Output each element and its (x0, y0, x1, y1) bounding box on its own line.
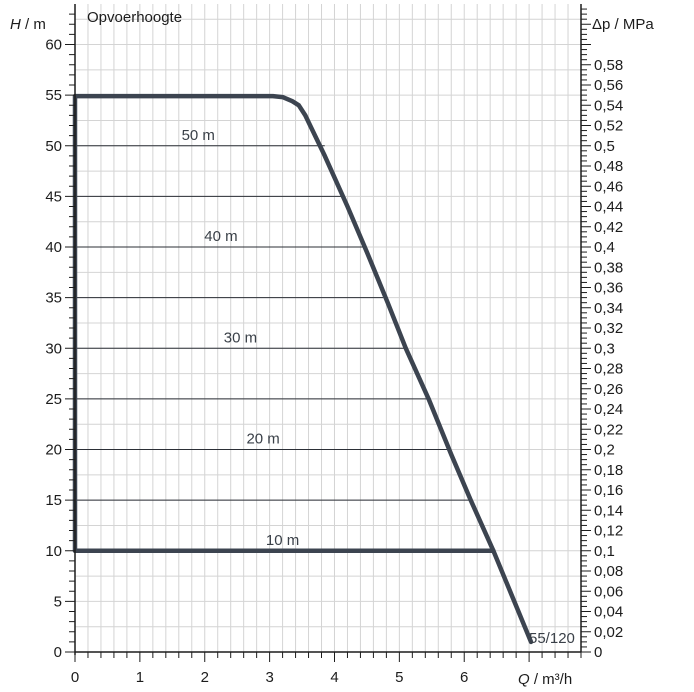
y2-tick-label: 0,34 (594, 300, 623, 317)
y2-tick-label: 0,2 (594, 442, 615, 459)
x-tick-label: 3 (265, 669, 273, 686)
grid (74, 4, 582, 653)
limit-line-label: 40 m (204, 228, 237, 245)
y2-tick-label: 0,16 (594, 482, 623, 499)
y2-tick-label: 0,44 (594, 199, 623, 216)
y-tick-label: 0 (54, 644, 62, 661)
y2-tick-label: 0,12 (594, 523, 623, 540)
y2-tick-label: 0,04 (594, 604, 623, 621)
y2-tick-label: 0,22 (594, 421, 623, 438)
y2-tick-label: 0,02 (594, 624, 623, 641)
limit-line-label: 20 m (246, 431, 279, 448)
y2-tick-label: 0,08 (594, 563, 623, 580)
x-tick-label: 1 (136, 669, 144, 686)
pump-curve (72, 93, 534, 645)
y2-tick-label: 0,46 (594, 178, 623, 195)
y2-tick-label: 0,06 (594, 583, 623, 600)
y2-tick-label: 0,24 (594, 401, 623, 418)
x-axis-symbol: Q (518, 671, 530, 688)
y-axis-title: H / m (10, 16, 46, 33)
x-tick-label: 6 (460, 669, 468, 686)
y2-tick-label: 0,26 (594, 381, 623, 398)
y-tick-label: 15 (45, 492, 62, 509)
y2-tick-label: 0,28 (594, 361, 623, 378)
x-axis-title: Q / m³/h (518, 671, 572, 688)
y2-tick-label: 0,54 (594, 97, 623, 114)
limit-line-label: 50 m (182, 127, 215, 144)
y-tick-label: 20 (45, 442, 62, 459)
x-tick-label: 4 (330, 669, 338, 686)
x-axis-unit: / m³/h (530, 671, 573, 688)
limit-line-label: 30 m (224, 329, 257, 346)
y2-tick-label: 0,3 (594, 340, 615, 357)
y-tick-label: 45 (45, 188, 62, 205)
y2-axis-unit: / MPa (610, 16, 654, 33)
chart-text: Opvoerhoogte H / m Δp / MPa Q / m³/h 55/… (10, 9, 654, 688)
curves (72, 93, 534, 645)
y2-tick-label: 0 (594, 644, 602, 661)
y2-tick-label: 0,36 (594, 280, 623, 297)
y-axis-unit: / m (21, 16, 46, 33)
y2-tick-label: 0,52 (594, 118, 623, 135)
y-tick-label: 60 (45, 37, 62, 54)
y-tick-label: 5 (54, 593, 62, 610)
x-tick-label: 2 (201, 669, 209, 686)
y-tick-label: 40 (45, 239, 62, 256)
y2-axis-symbol: Δp (592, 16, 610, 33)
y2-axis-title: Δp / MPa (592, 16, 654, 33)
y2-tick-label: 0,5 (594, 138, 615, 155)
chart-title: Opvoerhoogte (87, 9, 182, 26)
limit-line-label: 10 m (266, 532, 299, 549)
y2-tick-label: 0,1 (594, 543, 615, 560)
y-tick-label: 35 (45, 290, 62, 307)
y2-tick-label: 0,58 (594, 57, 623, 74)
y2-tick-label: 0,18 (594, 462, 623, 479)
y-tick-label: 10 (45, 543, 62, 560)
curve-label: 55/120 (529, 630, 575, 647)
y2-tick-label: 0,4 (594, 239, 615, 256)
y2-tick-label: 0,48 (594, 158, 623, 175)
y-tick-label: 30 (45, 340, 62, 357)
y2-tick-label: 0,38 (594, 259, 623, 276)
y2-tick-label: 0,32 (594, 320, 623, 337)
x-tick-label: 0 (71, 669, 79, 686)
y-tick-label: 50 (45, 138, 62, 155)
y2-tick-label: 0,42 (594, 219, 623, 236)
y-tick-label: 55 (45, 87, 62, 104)
y-axis-symbol: H (10, 16, 21, 33)
y2-tick-label: 0,14 (594, 502, 623, 519)
y2-tick-label: 0,56 (594, 77, 623, 94)
y-tick-label: 25 (45, 391, 62, 408)
x-tick-label: 5 (395, 669, 403, 686)
